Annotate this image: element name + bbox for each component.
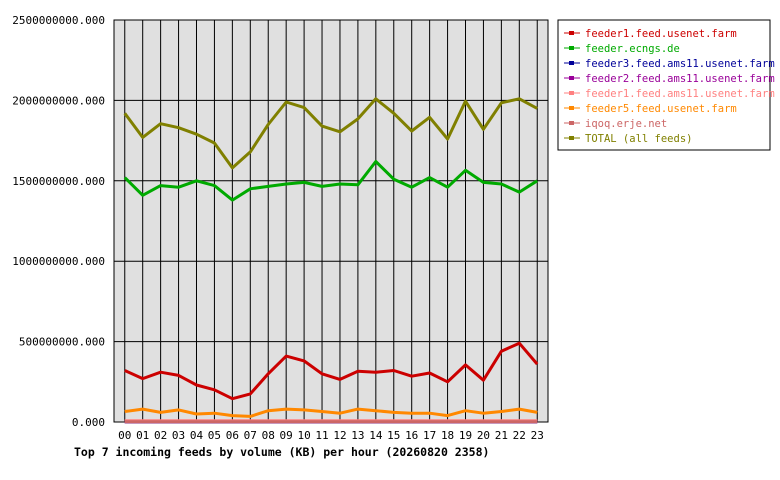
legend-label: feeder1.feed.ams11.usenet.farm [585, 88, 775, 100]
legend-swatch-marker [569, 91, 574, 95]
x-tick-label: 13 [351, 429, 364, 442]
x-tick-label: 11 [315, 429, 328, 442]
x-tick-label: 19 [459, 429, 472, 442]
x-gridlines [124, 20, 538, 422]
x-tick-label: 18 [441, 429, 454, 442]
x-tick-label: 00 [118, 429, 131, 442]
y-tick-label: 2500000000.000 [12, 14, 105, 27]
y-tick-label: 2000000000.000 [12, 94, 105, 107]
x-tick-label: 23 [531, 429, 544, 442]
x-tick-label: 07 [244, 429, 257, 442]
series-lines [123, 97, 539, 424]
series-line [123, 97, 538, 170]
x-tick-label: 03 [172, 429, 185, 442]
x-tick-label: 12 [333, 429, 346, 442]
legend-swatch-marker [569, 121, 574, 125]
legend-swatch-marker [569, 106, 574, 110]
x-tick-label: 02 [154, 429, 167, 442]
y-tick-label: 500000000.000 [19, 336, 105, 349]
legend-label: feeder1.feed.usenet.farm [585, 28, 737, 40]
plot-area [113, 19, 549, 423]
x-tick-label: 01 [136, 429, 149, 442]
x-tick-label: 14 [369, 429, 383, 442]
legend-label: feeder5.feed.usenet.farm [585, 103, 737, 115]
series-line [124, 341, 539, 401]
chart-title: Top 7 incoming feeds by volume (KB) per … [74, 445, 489, 459]
x-tick-label: 20 [477, 429, 490, 442]
legend-label: feeder3.feed.ams11.usenet.farm [585, 58, 775, 70]
y-tick-label: 0.000 [72, 416, 105, 429]
x-tick-label: 17 [423, 429, 436, 442]
legend-label: feeder2.feed.ams11.usenet.farm [585, 73, 775, 85]
legend-label: TOTAL (all feeds) [585, 133, 692, 145]
legend-label: iqoq.erje.net [585, 118, 667, 130]
x-tick-label: 04 [190, 429, 204, 442]
legend-box [557, 19, 771, 151]
x-tick-label: 16 [405, 429, 418, 442]
legend: feeder1.feed.usenet.farm feeder.ecngs.de f… [557, 19, 775, 151]
legend-swatch-marker [569, 61, 574, 65]
y-tick-label: 1000000000.000 [12, 255, 105, 268]
legend-swatch-marker [569, 136, 574, 140]
series-line [123, 160, 539, 202]
x-tick-label: 15 [387, 429, 400, 442]
x-tick-label: 22 [513, 429, 526, 442]
x-tick-label: 09 [280, 429, 293, 442]
legend-swatch-marker [569, 46, 574, 50]
x-tick-label: 21 [495, 429, 508, 442]
x-tick-label: 10 [297, 429, 310, 442]
x-tick-label: 06 [226, 429, 239, 442]
y-tick-label: 1500000000.000 [12, 175, 105, 188]
y-axis-tick-labels: 0.000 500000000.000 1000000000.000 15000000… [12, 14, 105, 429]
x-tick-label: 05 [208, 429, 221, 442]
legend-swatch-marker [569, 76, 574, 80]
x-axis-tick-labels: 00 01 02 03 04 05 06 07 08 09 10 11 12 13 14 15 16 17 18 19… [118, 429, 544, 442]
x-tick-label: 08 [262, 429, 275, 442]
legend-swatch-marker [569, 31, 574, 35]
legend-label: feeder.ecngs.de [585, 43, 680, 55]
series-line [124, 407, 538, 418]
